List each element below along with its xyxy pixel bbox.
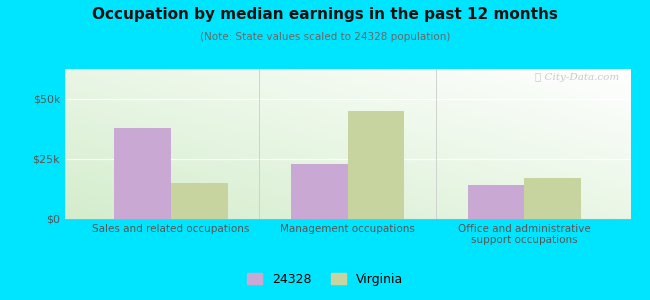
Text: (Note: State values scaled to 24328 population): (Note: State values scaled to 24328 popu… xyxy=(200,32,450,41)
Legend: 24328, Virginia: 24328, Virginia xyxy=(242,268,408,291)
Bar xyxy=(468,185,525,219)
Bar xyxy=(171,183,228,219)
Bar xyxy=(525,178,581,219)
Text: Occupation by median earnings in the past 12 months: Occupation by median earnings in the pas… xyxy=(92,8,558,22)
Bar xyxy=(348,111,404,219)
Text: Ⓢ City-Data.com: Ⓢ City-Data.com xyxy=(535,74,619,82)
Bar xyxy=(291,164,348,219)
Bar xyxy=(114,128,171,219)
